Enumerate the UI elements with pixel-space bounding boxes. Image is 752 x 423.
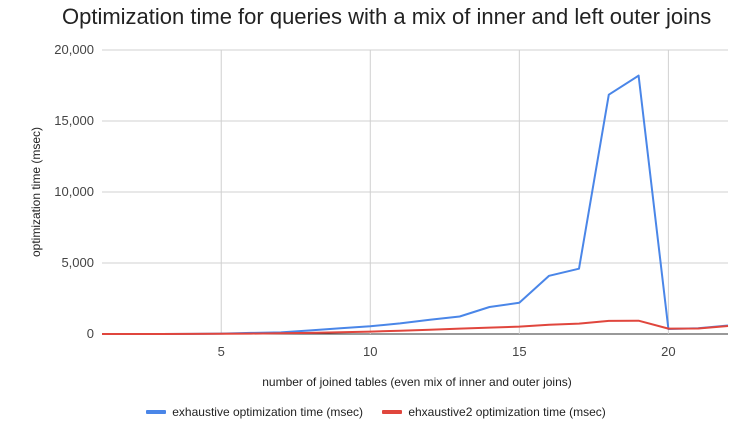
legend-swatch-exhaustive bbox=[146, 410, 167, 414]
legend-item-exhaustive: exhaustive optimization time (msec) bbox=[146, 405, 363, 419]
tick-labels: 0 5,000 10,000 15,000 20,000 5 10 15 20 bbox=[54, 42, 675, 359]
series-lines bbox=[102, 74, 729, 335]
y-tick-label: 15,000 bbox=[54, 113, 94, 128]
x-tick-label: 5 bbox=[218, 344, 225, 359]
series-line-exhaustive2 bbox=[102, 319, 729, 335]
y-tick-label: 5,000 bbox=[61, 255, 94, 270]
gridlines bbox=[102, 49, 728, 335]
series-line-exhaustive bbox=[102, 74, 729, 335]
x-axis-title: number of joined tables (even mix of inn… bbox=[262, 375, 572, 389]
y-tick-label: 10,000 bbox=[54, 184, 94, 199]
legend-label-exhaustive: exhaustive optimization time (msec) bbox=[172, 405, 363, 419]
x-tick-label: 20 bbox=[661, 344, 675, 359]
x-tick-label: 10 bbox=[363, 344, 377, 359]
y-axis-title: optimization time (msec) bbox=[29, 127, 43, 257]
chart-title: Optimization time for queries with a mix… bbox=[62, 4, 712, 29]
legend: exhaustive optimization time (msec) ehxa… bbox=[0, 403, 752, 419]
y-tick-label: 0 bbox=[87, 326, 94, 341]
y-tick-label: 20,000 bbox=[54, 42, 94, 57]
legend-label-exhaustive2: ehxaustive2 optimization time (msec) bbox=[408, 405, 606, 419]
legend-item-exhaustive2: ehxaustive2 optimization time (msec) bbox=[382, 405, 606, 419]
x-tick-label: 15 bbox=[512, 344, 526, 359]
legend-swatch-exhaustive2 bbox=[382, 410, 403, 414]
